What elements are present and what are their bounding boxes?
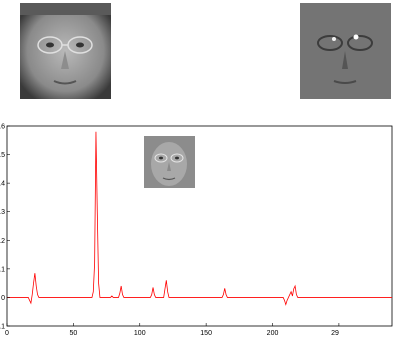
x-tick-label: 150 [200, 330, 212, 337]
x-tick-label: 50 [69, 330, 77, 337]
y-tick-label: 0.3 [0, 209, 5, 216]
residual-face-image [300, 3, 391, 99]
x-tick-label: 0 [5, 330, 9, 337]
x-tick-label: 200 [267, 330, 279, 337]
y-tick-label: 0.6 [0, 124, 5, 131]
y-tick-label: 0.4 [0, 181, 5, 188]
y-tick-label: 0.2 [0, 238, 5, 245]
y-tick-label: 0 [1, 295, 5, 302]
x-tick-label: 100 [134, 330, 146, 337]
plot-series [7, 131, 392, 306]
y-tick-label: 0.5 [0, 152, 5, 159]
plot-frame [6, 125, 393, 327]
x-tick-label: 29 [331, 330, 339, 337]
face-photo-image [20, 3, 111, 99]
y-tick-label: 0.1 [0, 266, 5, 273]
plot-axes [6, 125, 393, 327]
series-line-0 [7, 131, 392, 306]
matched-face-thumbnail [144, 136, 195, 188]
y-tick-label: -0.1 [0, 324, 5, 331]
